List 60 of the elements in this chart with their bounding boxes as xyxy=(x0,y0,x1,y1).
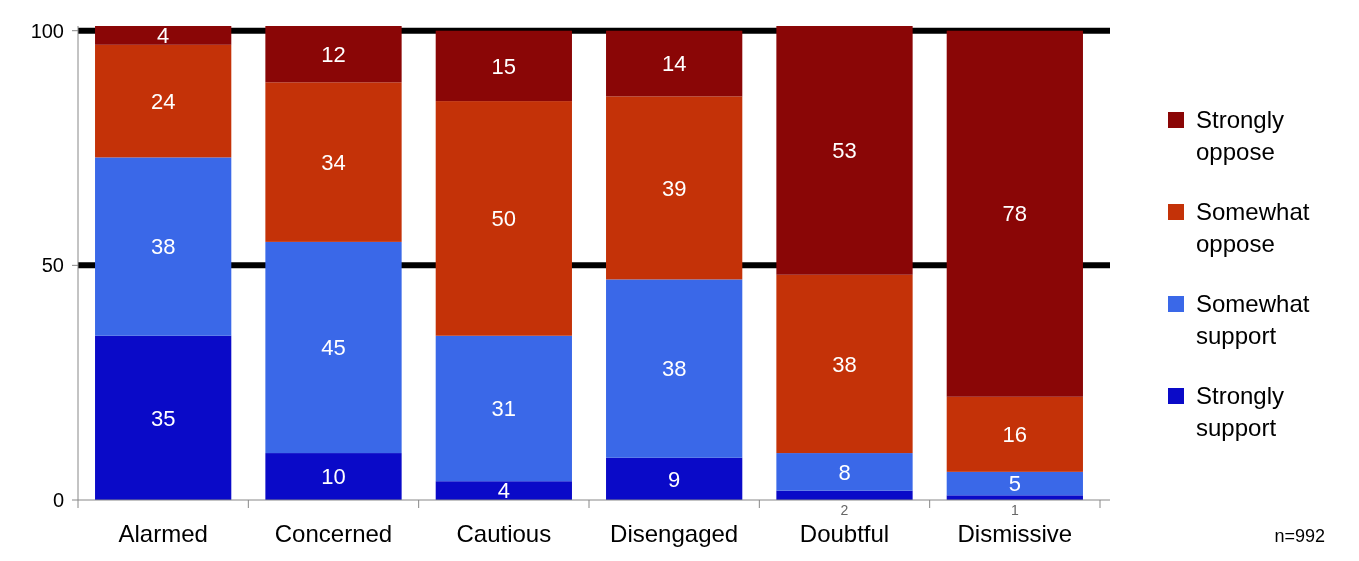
text: n=992 xyxy=(1274,526,1325,546)
data-label: 24 xyxy=(150,88,176,114)
data-label: 8 xyxy=(838,459,851,485)
data-label: 53 xyxy=(832,138,857,164)
data-label: 15 xyxy=(491,53,517,79)
data-label: 9 xyxy=(668,466,681,492)
x-tick-label: Doubtful xyxy=(799,520,890,547)
bar xyxy=(265,82,402,242)
data-label: 35 xyxy=(150,405,176,431)
bar xyxy=(776,26,913,275)
data-label: 31 xyxy=(491,396,517,422)
bar xyxy=(946,30,1083,397)
x-tick-label: Concerned xyxy=(274,520,393,547)
data-label: 38 xyxy=(832,351,857,377)
data-label: 78 xyxy=(1002,201,1028,227)
y-tick-label: 100 xyxy=(30,19,64,42)
bar xyxy=(946,471,1083,496)
y-tick-label: 0 xyxy=(52,489,64,511)
data-label: 4 xyxy=(497,478,510,504)
bar xyxy=(435,30,572,102)
bar xyxy=(606,457,743,500)
bar xyxy=(265,241,402,454)
data-label: 45 xyxy=(321,335,346,361)
data-label: 10 xyxy=(321,464,346,490)
data-label: 2 xyxy=(840,502,849,519)
bar xyxy=(776,453,913,491)
legend-label: Somewhat oppose xyxy=(1196,198,1310,258)
bar xyxy=(435,101,572,336)
legend-label: Strongly support xyxy=(1196,382,1285,442)
bar xyxy=(95,157,232,336)
bar xyxy=(946,396,1083,472)
x-tick-label: Disengaged xyxy=(610,520,739,547)
bar xyxy=(435,481,572,500)
data-label: 34 xyxy=(321,149,346,175)
x-tick-label: Alarmed xyxy=(118,520,208,547)
data-label: 4 xyxy=(157,23,170,49)
bar xyxy=(95,335,232,500)
bar xyxy=(776,274,913,454)
data-label: 50 xyxy=(491,206,517,232)
x-tick-label: Cautious xyxy=(456,520,552,547)
data-label: 38 xyxy=(150,234,176,260)
bar xyxy=(95,26,232,45)
bar xyxy=(435,335,572,482)
data-label: 16 xyxy=(1002,422,1028,447)
bar xyxy=(95,44,232,158)
data-label: 39 xyxy=(661,175,687,201)
bar xyxy=(606,30,743,97)
bar xyxy=(606,96,743,280)
bar xyxy=(265,453,402,500)
bar xyxy=(265,26,402,83)
legend-label: Somewhat support xyxy=(1196,290,1310,350)
data-label: 12 xyxy=(321,41,346,67)
bar xyxy=(606,279,743,458)
x-tick-label: Dismissive xyxy=(957,520,1073,547)
legend-label: Strongly oppose xyxy=(1196,106,1285,166)
data-label: 14 xyxy=(661,51,687,77)
data-label: 5 xyxy=(1008,471,1021,497)
data-label: 38 xyxy=(661,356,687,382)
y-tick-label: 50 xyxy=(41,254,64,277)
data-label: 1 xyxy=(1010,502,1019,519)
